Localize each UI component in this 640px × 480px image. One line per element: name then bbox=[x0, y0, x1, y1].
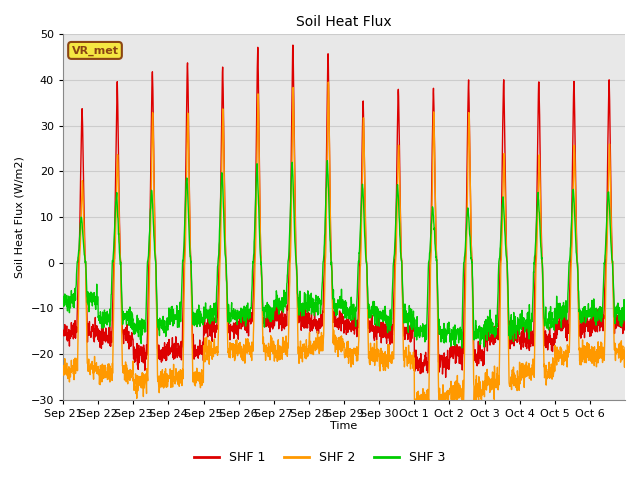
Title: Soil Heat Flux: Soil Heat Flux bbox=[296, 15, 392, 29]
Legend: SHF 1, SHF 2, SHF 3: SHF 1, SHF 2, SHF 3 bbox=[189, 446, 451, 469]
Text: VR_met: VR_met bbox=[72, 45, 118, 56]
Y-axis label: Soil Heat Flux (W/m2): Soil Heat Flux (W/m2) bbox=[15, 156, 25, 278]
X-axis label: Time: Time bbox=[330, 421, 358, 432]
